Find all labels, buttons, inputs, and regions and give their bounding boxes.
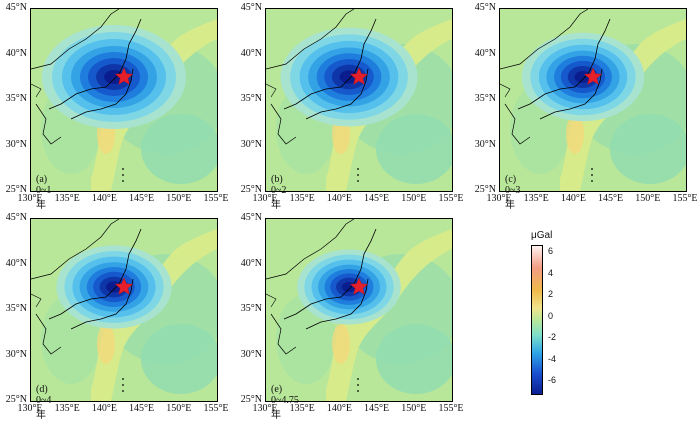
colorbar-tick-label: 0 [548,310,554,321]
lon-tick-label: 155°E [438,403,464,414]
lat-tick-label: 30°N [474,138,496,150]
panel-label-c: (c) 0~3年 [505,174,521,211]
lat-tick-label: 30°N [240,348,262,360]
lat-tick-label: 40°N [240,47,262,59]
lon-tick-label: 135°E [289,193,315,204]
lat-tick-label: 45°N [240,2,262,13]
lon-tick-label: 150°E [166,403,192,414]
lon-tick-label: 145°E [598,193,624,204]
lat-tick-label: 30°N [5,138,27,150]
gravity-map-c [499,8,687,192]
lat-tick-label: 30°N [5,348,27,360]
colorbar-tick-label: -2 [548,332,557,342]
lat-tick-label: 40°N [474,47,496,59]
lat-tick-label: 45°N [5,2,27,13]
lat-tick-label: 25°N [5,394,27,405]
lon-tick-label: 150°E [401,193,427,204]
lon-tick-label: 150°E [401,403,427,414]
lon-tick-label: 155°E [203,403,229,414]
gravity-map-b [265,8,453,192]
lon-tick-label: 140°E [560,193,586,204]
lon-tick-label: 130°E [17,193,43,204]
gravity-map-a [30,8,218,192]
lat-tick-label: 35°N [5,93,27,104]
lon-tick-label: 140°E [326,403,352,414]
lon-tick-label: 150°E [166,193,192,204]
colorbar-scale [531,245,543,395]
lat-tick-label: 25°N [5,184,27,195]
colorbar-tick-label: 2 [548,289,554,299]
lat-tick-label: 35°N [240,93,262,104]
panel-label-a: (a) 0~1年 [36,174,52,211]
panel-label-e: (e) 0~4.75年 [271,384,299,421]
lon-tick-label: 145°E [129,193,155,204]
lat-tick-label: 45°N [240,212,262,223]
lon-tick-label: 130°E [252,403,278,414]
lon-tick-label: 130°E [486,193,512,204]
lat-tick-label: 40°N [5,47,27,59]
lat-tick-label: 30°N [240,138,262,150]
colorbar-tick-label: 4 [548,267,554,278]
lon-tick-label: 155°E [203,193,229,204]
lat-tick-label: 40°N [240,257,262,269]
lat-tick-label: 35°N [240,303,262,314]
lon-tick-label: 130°E [17,403,43,414]
lon-tick-label: 150°E [635,193,661,204]
lon-tick-label: 145°E [129,403,155,414]
lon-tick-label: 155°E [672,193,698,204]
colorbar-tick-label: 6 [548,246,554,256]
lon-tick-label: 140°E [91,193,117,204]
colorbar-unit: μGal [531,230,553,241]
lon-tick-label: 145°E [364,403,390,414]
colorbar-tick-label: -4 [548,353,557,364]
lat-tick-label: 25°N [474,184,496,195]
lat-tick-label: 40°N [5,257,27,269]
lat-tick-label: 25°N [240,184,262,195]
lat-tick-label: 35°N [5,303,27,314]
lon-tick-label: 135°E [54,193,80,204]
lon-tick-label: 155°E [438,193,464,204]
lon-tick-label: 135°E [289,403,315,414]
lon-tick-label: 130°E [252,193,278,204]
lon-tick-label: 145°E [364,193,390,204]
panel-label-b: (b) 0~2年 [271,174,287,211]
lon-tick-label: 140°E [326,193,352,204]
lon-tick-label: 135°E [54,403,80,414]
lat-tick-label: 25°N [240,394,262,405]
lon-tick-label: 140°E [91,403,117,414]
lat-tick-label: 45°N [474,2,496,13]
lat-tick-label: 35°N [474,93,496,104]
gravity-map-e [265,218,453,402]
colorbar-tick-label: -6 [548,375,557,385]
lon-tick-label: 135°E [523,193,549,204]
lat-tick-label: 45°N [5,212,27,223]
gravity-map-d [30,218,218,402]
panel-label-d: (d) 0~4年 [36,384,52,421]
